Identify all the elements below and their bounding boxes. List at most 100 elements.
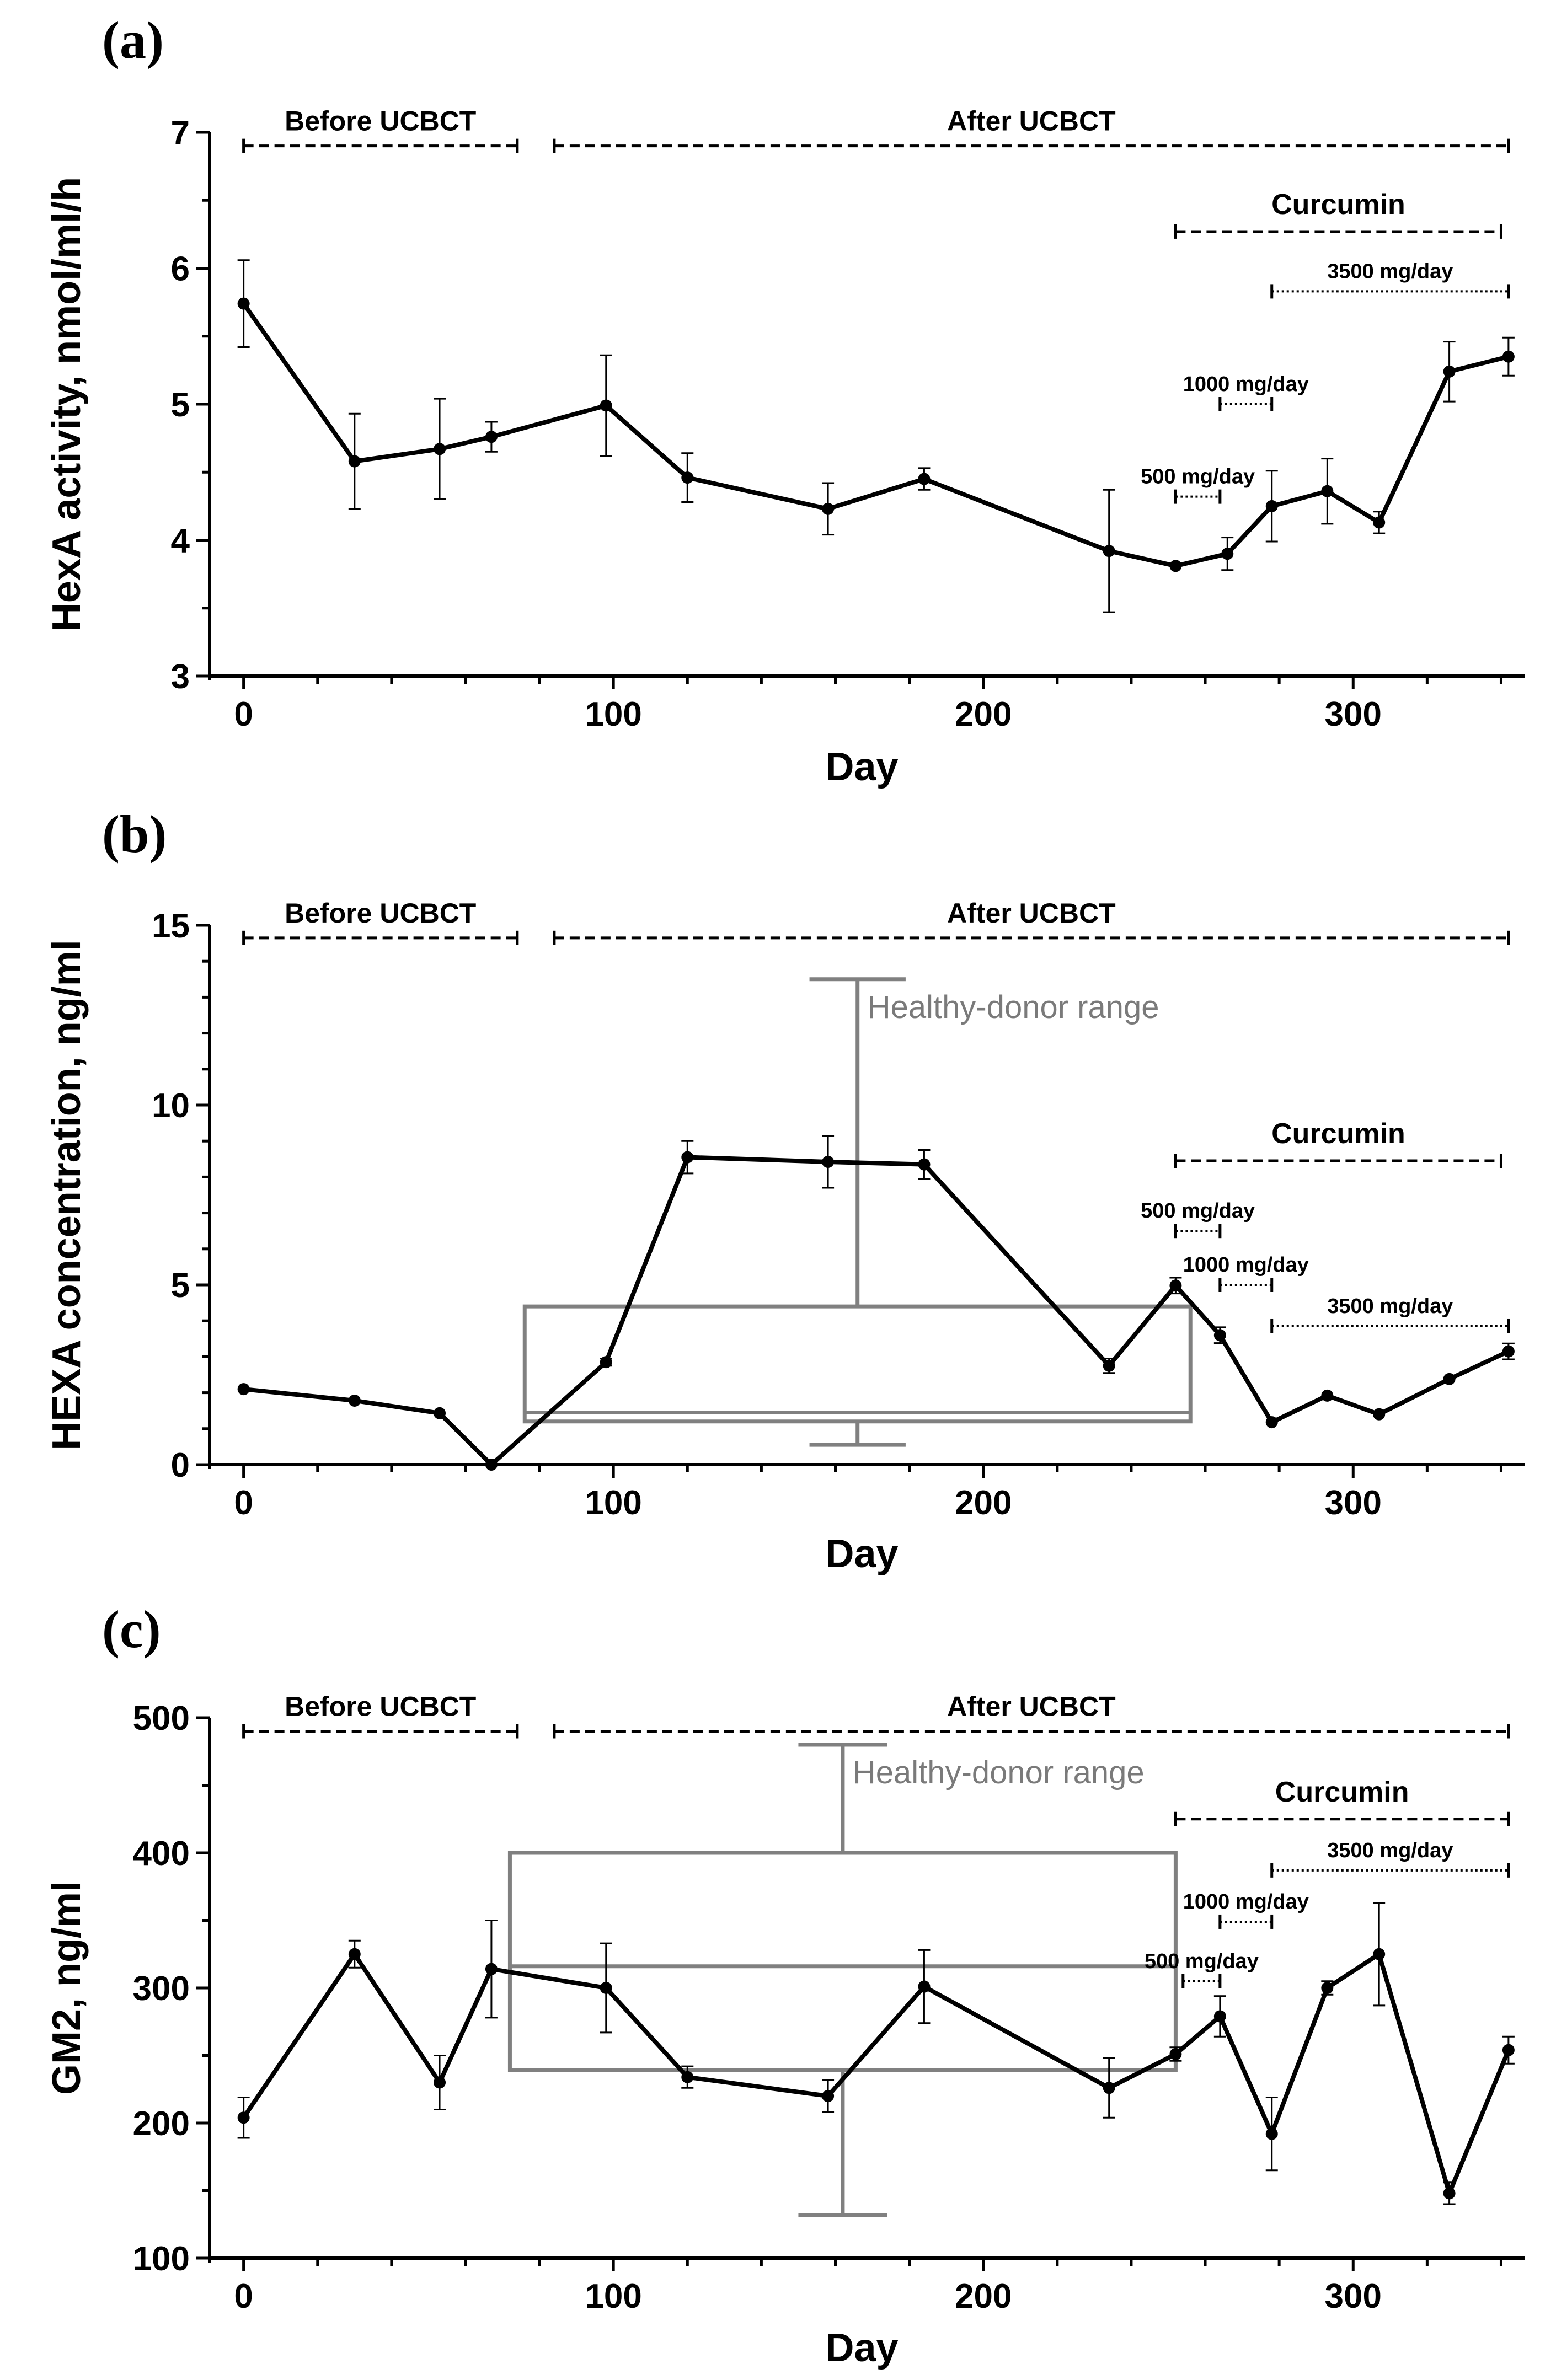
data-point [1443, 2187, 1456, 2200]
y-tick-label: 5 [171, 1267, 190, 1305]
data-point [918, 1980, 931, 1993]
y-tick-label: 100 [133, 2240, 190, 2278]
period-label: Curcumin [1271, 1118, 1405, 1150]
panel-b: (b) 0 5 10 15 0 100 200 300 Day HEXA concentration… [45, 805, 1525, 1576]
healthy-range-label: Healthy-donor range [853, 1755, 1145, 1791]
x-tick-label: 200 [955, 1484, 1012, 1522]
panel-label: (c) [102, 1600, 161, 1659]
data-point [1265, 500, 1278, 512]
x-tick-label: 100 [585, 2277, 641, 2315]
dose-label: 1000 mg/day [1183, 1253, 1309, 1277]
data-point [1321, 485, 1334, 497]
period-label: After UCBCT [947, 898, 1116, 929]
period-bracket: After UCBCT [553, 1691, 1510, 1739]
period-bracket: Before UCBCT [242, 898, 519, 945]
healthy-range-label: Healthy-donor range [868, 989, 1159, 1025]
x-tick-label: 100 [585, 695, 641, 733]
data-point [1265, 2127, 1278, 2140]
data-point [1213, 2010, 1226, 2023]
y-tick-label: 400 [133, 1835, 190, 1873]
data-point [918, 473, 931, 485]
data-point [1169, 2048, 1182, 2061]
data-point [1321, 1389, 1334, 1402]
healthy-range-box [507, 1851, 1178, 2072]
data-point [681, 1151, 694, 1164]
dose-label: 500 mg/day [1145, 1950, 1259, 1973]
dose-label: 500 mg/day [1141, 465, 1255, 489]
data-point [1103, 545, 1115, 558]
data-point [485, 431, 498, 443]
period-bracket: Before UCBCT [242, 1691, 519, 1739]
y-tick-label: 10 [152, 1087, 190, 1125]
data-point [1103, 2082, 1115, 2094]
x-tick-label: 0 [234, 695, 253, 733]
period-label: Curcumin [1271, 189, 1405, 221]
x-tick-label: 300 [1325, 2277, 1382, 2315]
y-axis-title: HEXA concentration, ng/ml [45, 940, 89, 1450]
x-tick-label: 300 [1325, 1484, 1382, 1522]
period-bracket: 1000 mg/day [1183, 373, 1309, 411]
data-point [348, 1948, 361, 1960]
y-tick-label: 6 [171, 250, 190, 288]
data-point [434, 1407, 446, 1419]
data-point [348, 455, 361, 468]
panel-label: (b) [102, 805, 167, 864]
y-tick-label: 15 [152, 907, 190, 945]
x-axis-title: Day [825, 745, 898, 789]
data-point [1373, 1408, 1386, 1421]
x-tick-label: 300 [1325, 695, 1382, 733]
y-tick-label: 4 [171, 522, 190, 560]
period-label: Curcumin [1275, 1776, 1409, 1808]
period-bracket: After UCBCT [553, 898, 1510, 945]
series-line [242, 1952, 1511, 2196]
period-label: After UCBCT [947, 106, 1116, 137]
data-point [600, 1982, 612, 1994]
data-point [1169, 560, 1182, 572]
series-line [243, 1155, 1510, 1467]
period-bracket: Before UCBCT [242, 106, 519, 153]
data-point [1502, 350, 1515, 363]
dose-label: 1000 mg/day [1183, 1890, 1309, 1913]
x-tick-label: 100 [585, 1484, 641, 1522]
y-axis-title: HexA activity, nmol/ml/h [45, 177, 89, 631]
y-axis-title: GM2, ng/ml [45, 1881, 89, 2095]
period-label: Before UCBCT [285, 106, 476, 137]
period-bracket: 3500 mg/day [1270, 1295, 1510, 1333]
data-point [600, 399, 612, 412]
period-bracket: Curcumin [1174, 1118, 1502, 1168]
data-series [237, 1135, 1515, 1471]
data-point [1373, 516, 1386, 529]
period-label: After UCBCT [947, 1691, 1116, 1722]
data-point [1265, 1416, 1278, 1429]
data-point [1169, 1279, 1182, 1292]
data-point [1502, 1345, 1515, 1358]
data-point [822, 2090, 835, 2102]
data-point [485, 1459, 498, 1471]
data-point [1213, 1329, 1226, 1342]
y-tick-label: 3 [171, 658, 190, 696]
data-point [1443, 1373, 1456, 1385]
y-tick-label: 200 [133, 2105, 190, 2143]
data-point [237, 1383, 250, 1396]
y-tick-label: 5 [171, 386, 190, 424]
period-label: Before UCBCT [285, 898, 476, 929]
period-bracket: Curcumin [1174, 189, 1502, 239]
period-bracket: Curcumin [1174, 1776, 1510, 1826]
healthy-range-box [522, 1304, 1193, 1424]
data-point [1373, 1948, 1386, 1960]
data-point [822, 502, 835, 515]
data-point [681, 2071, 694, 2083]
data-point [822, 1156, 835, 1168]
period-label: Before UCBCT [285, 1691, 476, 1722]
y-tick-label: 7 [171, 114, 190, 152]
data-point [348, 1394, 361, 1407]
y-tick-label: 0 [171, 1446, 190, 1484]
panel-a: (a) 3 4 5 6 7 0 100 200 300 Day HexA activity, nmol… [45, 10, 1525, 789]
panel-label: (a) [102, 10, 164, 69]
period-bracket: After UCBCT [553, 106, 1510, 153]
dose-label: 3500 mg/day [1327, 1295, 1453, 1318]
x-tick-label: 200 [955, 695, 1012, 733]
data-point [237, 2111, 250, 2124]
data-point [1103, 1359, 1115, 1372]
